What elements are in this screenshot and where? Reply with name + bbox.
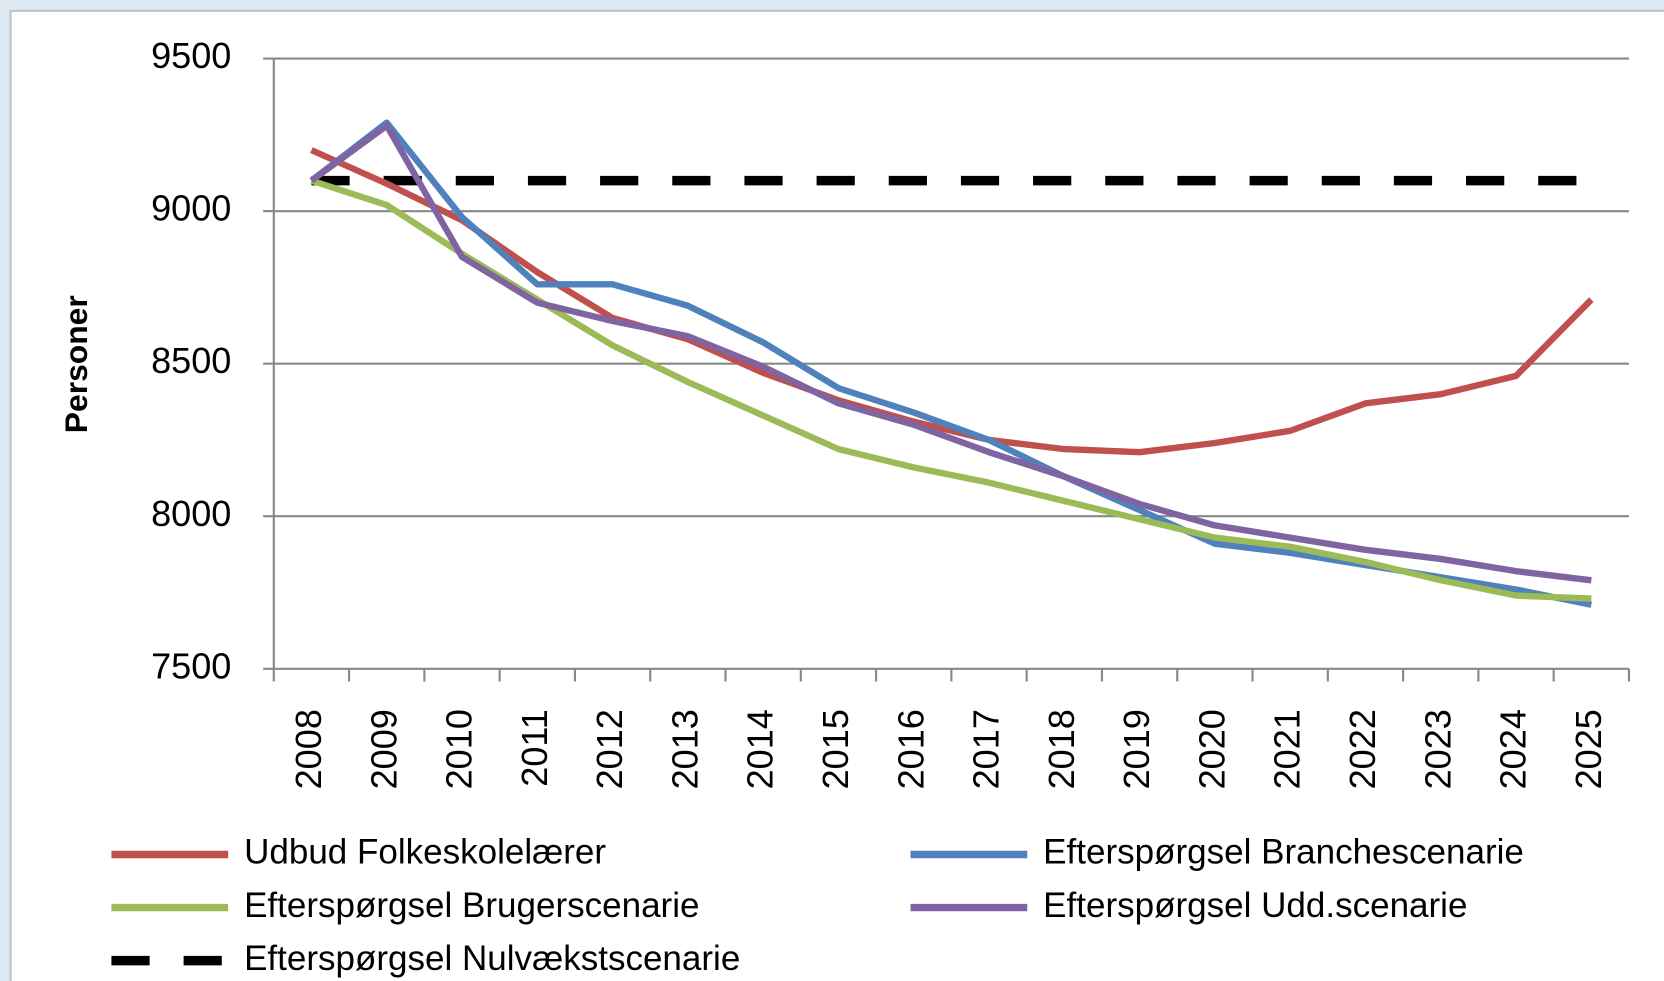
- legend-label: Efterspørgsel Brugerscenarie: [244, 886, 699, 925]
- x-tick-label: 2010: [439, 709, 480, 789]
- legend-label: Efterspørgsel Nulvækstscenarie: [244, 939, 740, 978]
- x-tick-label: 2016: [890, 709, 931, 789]
- x-tick-label: 2020: [1191, 709, 1232, 789]
- y-tick-label: 8000: [151, 493, 231, 534]
- y-tick-label: 9000: [151, 188, 231, 229]
- x-tick-label: 2019: [1116, 709, 1157, 789]
- series-line: [310, 147, 1594, 456]
- chart-panel: [9, 9, 1664, 981]
- x-tick-label: 2009: [363, 709, 404, 789]
- x-tick-label: 2025: [1568, 709, 1609, 789]
- x-tick-label: 2018: [1041, 709, 1082, 789]
- x-tick-label: 2011: [514, 709, 555, 787]
- x-tick-label: 2012: [589, 709, 630, 789]
- legend-label: Udbud Folkeskolelærer: [244, 833, 606, 872]
- y-tick-label: 9500: [151, 35, 231, 76]
- y-tick-label: 8500: [151, 340, 231, 381]
- y-tick-label: 7500: [151, 645, 231, 686]
- x-tick-label: 2015: [815, 709, 856, 789]
- x-tick-label: 2024: [1493, 709, 1534, 789]
- series-line: [309, 122, 1592, 584]
- x-tick-label: 2017: [966, 709, 1007, 789]
- x-tick-label: 2021: [1267, 709, 1308, 789]
- x-tick-label: 2013: [664, 709, 705, 789]
- x-tick-label: 2023: [1417, 709, 1458, 789]
- x-tick-label: 2022: [1342, 709, 1383, 789]
- legend-label: Efterspørgsel Branchescenarie: [1043, 833, 1524, 872]
- legend-label: Efterspørgsel Udd.scenarie: [1043, 886, 1467, 925]
- x-tick-label: 2008: [288, 709, 329, 789]
- x-tick-label: 2014: [740, 709, 781, 789]
- y-axis-label: Personer: [58, 295, 94, 433]
